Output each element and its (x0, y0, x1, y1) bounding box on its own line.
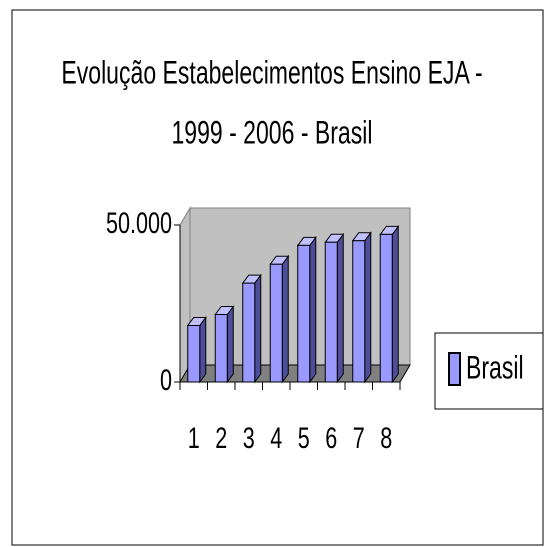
bar (324, 232, 345, 384)
legend-label: Brasil (466, 350, 524, 386)
x-tick-label: 7 (353, 420, 365, 454)
x-tick-label: 2 (215, 420, 227, 454)
bar-side (199, 315, 207, 384)
bar-front (297, 244, 311, 383)
bar (296, 235, 317, 384)
legend-swatch (448, 352, 461, 386)
bar-side (254, 273, 262, 384)
bar (269, 254, 290, 384)
bar-front (269, 263, 283, 383)
x-tick-label: 1 (188, 420, 200, 454)
bar-front (324, 241, 338, 383)
bar (214, 304, 235, 384)
bar-side (336, 232, 344, 384)
bar-front (187, 324, 201, 383)
bar-side (226, 304, 234, 384)
chart-title: Evolução Estabelecimentos Ensino EJA - (61, 55, 482, 91)
x-tick-label: 8 (380, 420, 392, 454)
y-tick-label: 0 (160, 362, 172, 396)
y-tick-label: 50.000 (106, 205, 172, 239)
bar-front (379, 233, 393, 383)
floor (179, 364, 411, 383)
bar (351, 231, 372, 384)
bar-side (309, 235, 317, 384)
x-tick-label: 3 (243, 420, 255, 454)
bar (241, 273, 262, 384)
bar-front (352, 240, 366, 383)
bar-side (364, 231, 372, 384)
bar (186, 315, 207, 384)
bar-side (391, 224, 399, 384)
bar-front (242, 282, 256, 383)
bar (379, 224, 400, 384)
x-tick-label: 5 (298, 420, 310, 454)
x-tick-label: 4 (270, 420, 282, 454)
x-tick-label: 6 (325, 420, 337, 454)
bar-side (281, 254, 289, 384)
chart-title: 1999 - 2006 - Brasil (171, 115, 372, 151)
bar-front (214, 313, 228, 383)
